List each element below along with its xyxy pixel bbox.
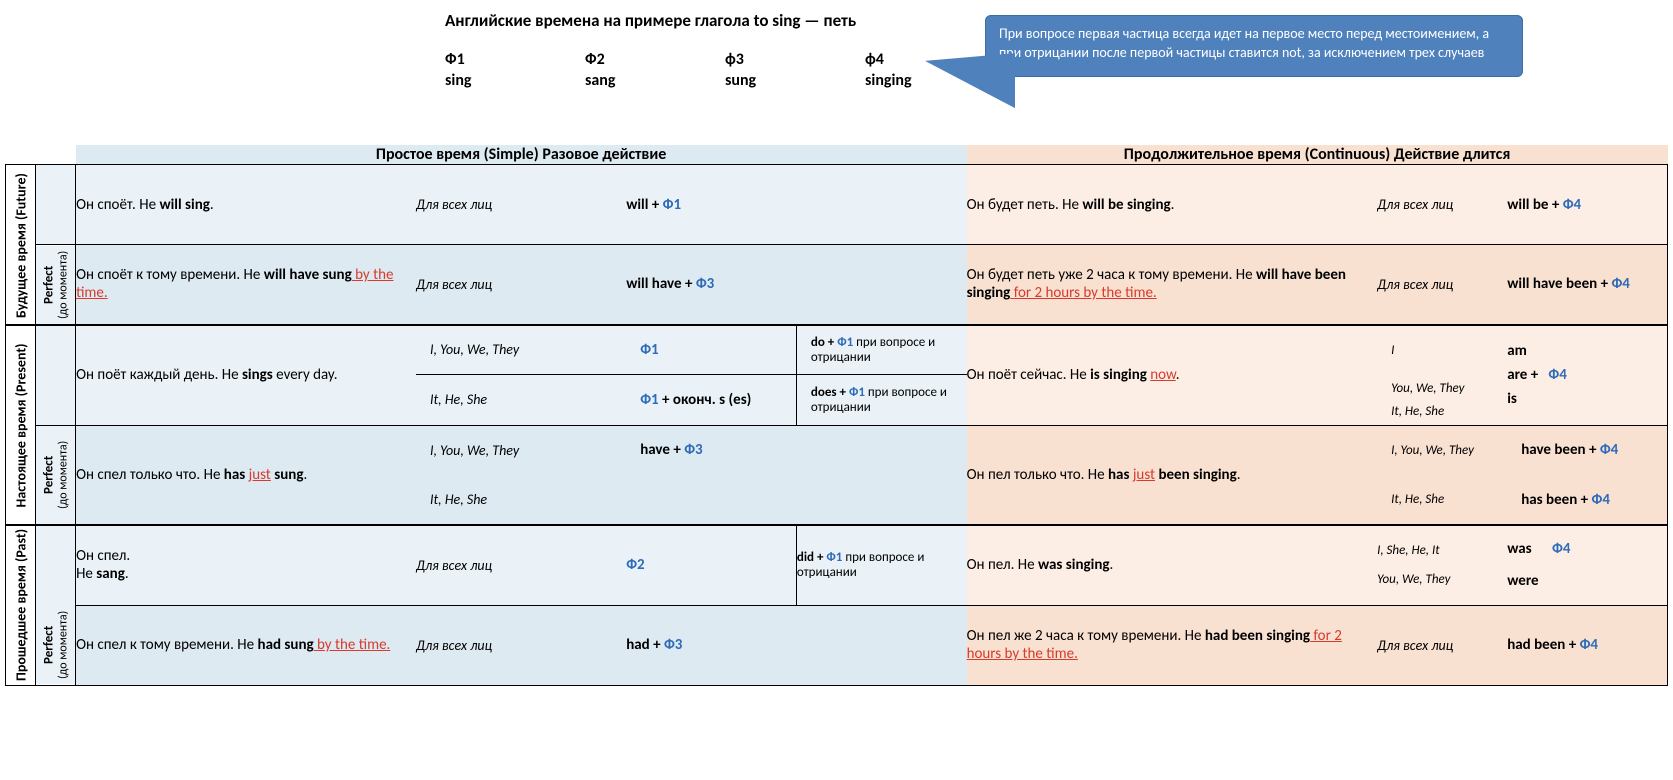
pronouns: Для всех лиц <box>416 165 626 245</box>
past-simple-extra: did + Ф1 при вопросе и отрицании <box>796 525 966 605</box>
future-simple-example: Он споёт. He will sing. <box>76 165 416 245</box>
header: Английские времена на примере глагола to… <box>445 10 935 90</box>
pronouns: It, He, She <box>416 475 626 525</box>
future-perfect-simple-formula: will have + Ф3 <box>626 245 966 325</box>
past-cont-formula: was Ф4 were <box>1507 525 1667 605</box>
future-perfect-simple-example: Он споёт к тому времени. He will have su… <box>76 245 416 325</box>
past-simple-example: Он спел. He sang. <box>76 525 416 605</box>
past-perfect-cont-formula: had been + Ф4 <box>1507 605 1667 685</box>
verb-forms-row: Ф1sing Ф2sang ф3sung ф4singing <box>445 50 935 90</box>
past-perfect-cont-example: Он пел же 2 часа к тому времени. He had … <box>967 605 1377 685</box>
present-perfect-cont-formula-2: has been + Ф4 <box>1507 475 1667 525</box>
table-row: Perfect(до момента) Он споёт к тому врем… <box>6 245 1668 325</box>
future-perfect-cont-example: Он будет петь уже 2 часа к тому времени.… <box>967 245 1377 325</box>
table-row: Perfect(до момента) Он спел только что. … <box>6 425 1668 475</box>
future-simple-formula: will + Ф1 <box>626 165 966 245</box>
pronouns: I <box>1377 325 1507 375</box>
present-label: Настоящее время (Present) <box>6 325 36 526</box>
pronouns: I, You, We, They <box>416 325 626 375</box>
simple-header: Простое время (Simple) Разовое действие <box>76 145 967 165</box>
present-cont-example: Он поёт сейчас. He is singing now. <box>967 325 1377 426</box>
pronouns: It, He, She <box>416 375 626 426</box>
pronouns: Для всех лиц <box>416 605 626 685</box>
callout-bubble: При вопросе первая частица всегда идет н… <box>985 15 1523 77</box>
pronouns: I, You, We, They <box>416 425 626 475</box>
perfect-label: Perfect(до момента) <box>36 425 76 525</box>
pronouns: You, We, They It, He, She <box>1377 375 1507 426</box>
future-cont-example: Он будет петь. He will be singing. <box>967 165 1377 245</box>
table-row: Perfect(до момента) Он спел к тому време… <box>6 605 1668 685</box>
table-row: Прошедшее время (Past) Он спел. He sang.… <box>6 525 1668 605</box>
past-cont-example: Он пел. He was singing. <box>967 525 1377 605</box>
past-label: Прошедшее время (Past) <box>6 525 36 685</box>
present-simple-formula-1: Ф1 <box>626 325 796 375</box>
continuous-header: Продолжительное время (Continuous) Дейст… <box>967 145 1668 165</box>
present-simple-example: Он поёт каждый день. He sings every day. <box>76 325 416 426</box>
pronouns: Для всех лиц <box>1377 605 1507 685</box>
past-perfect-simple-example: Он спел к тому времени. He had sung by t… <box>76 605 416 685</box>
perfect-label: Perfect(до момента) <box>36 245 76 325</box>
present-perfect-simple-formula: have + Ф3 <box>626 425 966 475</box>
pronouns: Для всех лиц <box>1377 165 1507 245</box>
pronouns: I, She, He, It You, We, They <box>1377 525 1507 605</box>
page-title: Английские времена на примере глагола to… <box>445 10 885 32</box>
present-perfect-simple-example: Он спел только что. He has just sung. <box>76 425 416 525</box>
present-simple-extra-1: do + Ф1 при вопросе и отрицании <box>796 325 966 375</box>
present-perfect-cont-example: Он пел только что. He has just been sing… <box>967 425 1377 525</box>
present-simple-formula-2: Ф1 + оконч. s (es) <box>626 375 796 426</box>
table-row: Будущее время (Future) Он споёт. He will… <box>6 165 1668 245</box>
pronouns: Для всех лиц <box>416 525 626 605</box>
future-perfect-cont-formula: will have been + Ф4 <box>1507 245 1667 325</box>
pronouns: It, He, She <box>1377 475 1507 525</box>
present-perfect-cont-formula-1: have been + Ф4 <box>1507 425 1667 475</box>
section-header-row: Простое время (Simple) Разовое действие … <box>6 145 1668 165</box>
past-perfect-simple-formula: had + Ф3 <box>626 605 966 685</box>
table-row: Настоящее время (Present) Он поёт каждый… <box>6 325 1668 375</box>
future-label: Будущее время (Future) <box>6 165 36 325</box>
pronouns: I, You, We, They <box>1377 425 1507 475</box>
past-simple-formula: Ф2 <box>626 525 796 605</box>
pronouns: Для всех лиц <box>416 245 626 325</box>
tenses-table: Простое время (Simple) Разовое действие … <box>5 145 1668 686</box>
present-simple-extra-2: does + Ф1 при вопросе и отрицании <box>796 375 966 426</box>
future-cont-formula: will be + Ф4 <box>1507 165 1667 245</box>
pronouns: Для всех лиц <box>1377 245 1507 325</box>
perfect-label: Perfect(до момента) <box>36 605 76 685</box>
present-cont-formula: am are + Ф4 is <box>1507 325 1667 426</box>
